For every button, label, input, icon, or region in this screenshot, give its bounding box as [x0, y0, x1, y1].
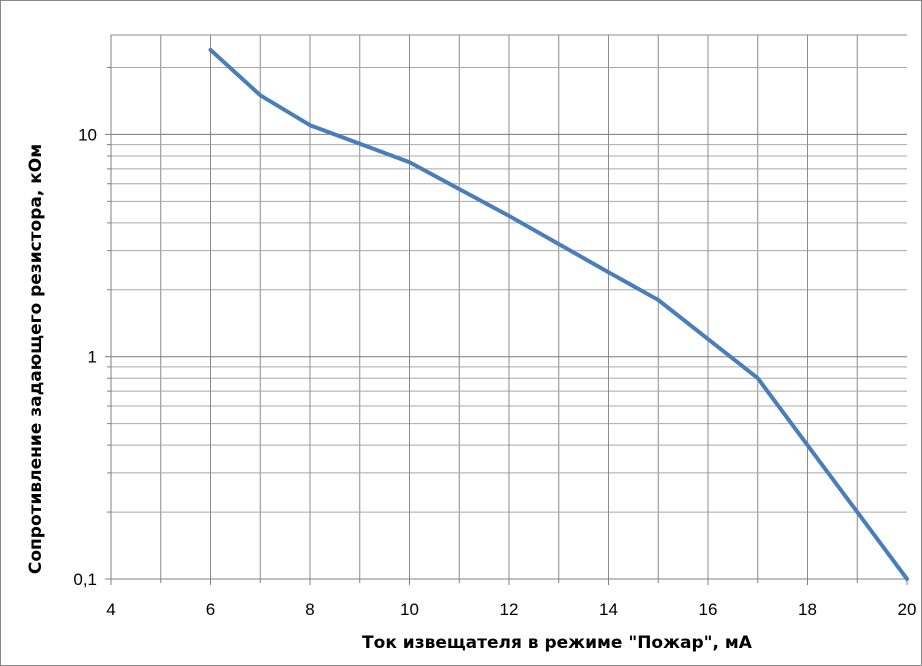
- x-tick-label: 18: [798, 600, 817, 619]
- x-tick-label: 20: [898, 600, 917, 619]
- x-tick-label: 12: [500, 600, 519, 619]
- major-gridlines: [111, 34, 907, 579]
- x-tick-label: 16: [699, 600, 718, 619]
- x-tick-label: 4: [106, 600, 115, 619]
- series-line: [208, 47, 909, 581]
- x-tick-labels: 4 6 8 10 12 14 16 18 20: [106, 600, 916, 619]
- x-axis-title: Ток извещателя в режиме "Пожар", мА: [362, 633, 753, 653]
- x-tick-label: 10: [400, 600, 419, 619]
- y-tick-label: 1: [88, 348, 97, 367]
- x-tick-label: 14: [599, 600, 618, 619]
- x-tick-label: 8: [305, 600, 314, 619]
- y-tick-label: 0,1: [73, 570, 97, 589]
- x-axis-ticks: [110, 579, 908, 585]
- y-axis-title: Сопротивление задающего резистора, кОм: [26, 144, 46, 574]
- x-tick-label: 6: [206, 600, 215, 619]
- y-tick-labels: 0,1 1 10: [73, 125, 97, 589]
- y-axis-ticks: [105, 66, 111, 580]
- y-tick-label: 10: [78, 125, 97, 144]
